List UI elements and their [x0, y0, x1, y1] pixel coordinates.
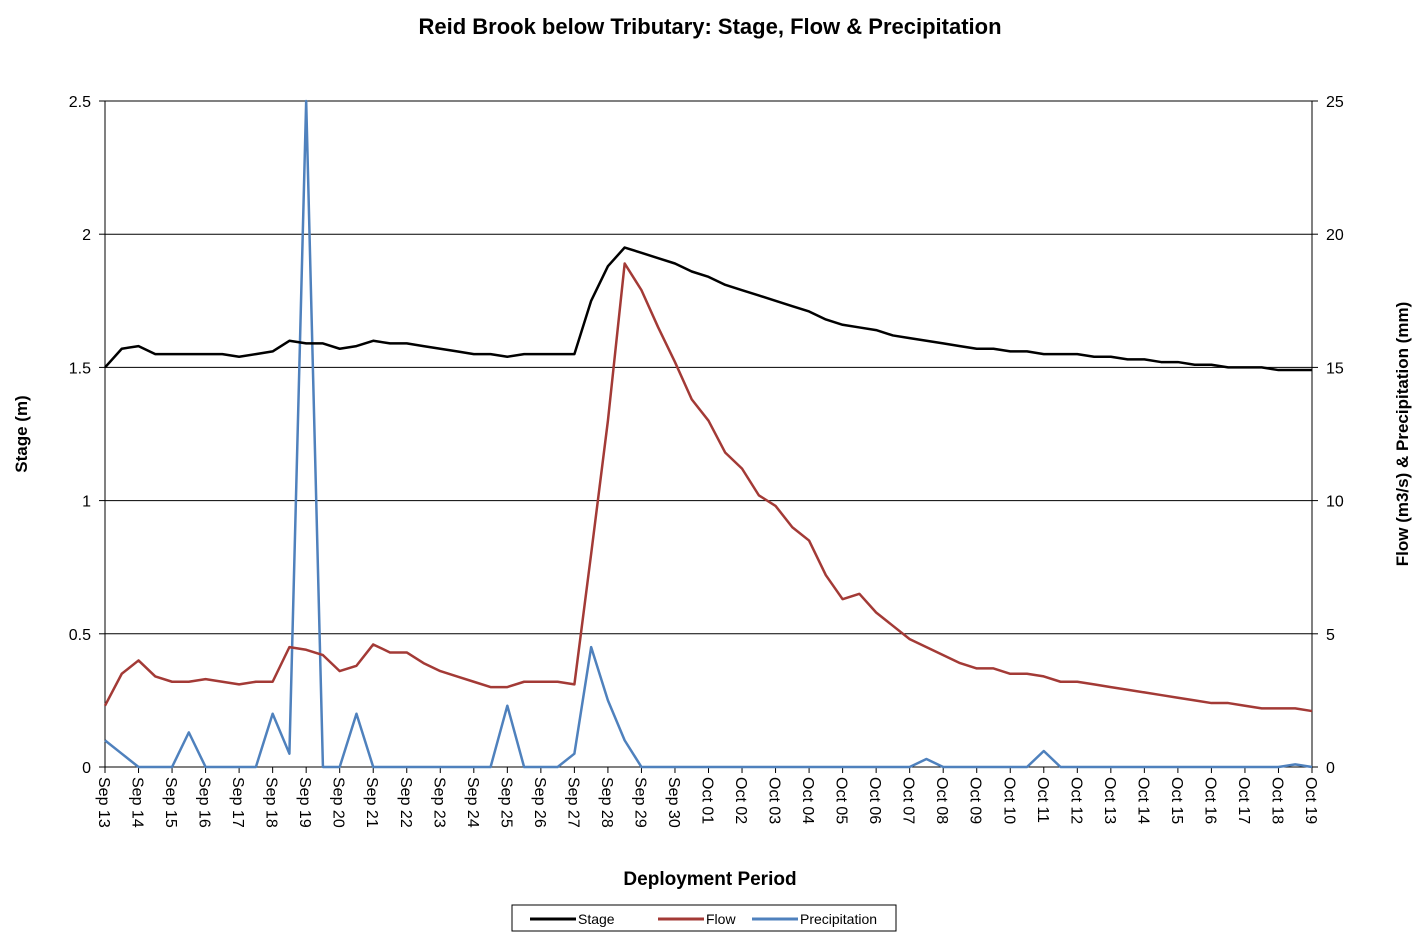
x-tick-label: Oct 01 [699, 777, 716, 824]
x-tick-label: Oct 06 [866, 777, 883, 824]
x-tick-label: Sep 29 [631, 777, 648, 828]
x-tick-label: Oct 11 [1034, 777, 1051, 823]
x-tick-label: Oct 02 [732, 777, 749, 824]
x-tick-label: Oct 10 [1000, 777, 1017, 824]
y2-tick-label: 5 [1326, 627, 1335, 644]
series-line [103, 262, 1313, 713]
y-axis-title: Stage (m) [12, 395, 31, 472]
x-tick-label: Sep 14 [129, 777, 146, 828]
x-tick-label: Sep 25 [497, 777, 514, 828]
x-tick-label: Oct 07 [900, 777, 917, 824]
y2-tick-label: 20 [1326, 227, 1344, 244]
x-tick-label: Sep 13 [95, 777, 112, 828]
x-tick-label: Oct 05 [833, 777, 850, 824]
x-tick-label: Sep 27 [564, 777, 581, 828]
x-tick-label: Sep 24 [464, 777, 481, 828]
x-tick-label: Oct 12 [1067, 777, 1084, 824]
chart-title: Reid Brook below Tributary: Stage, Flow … [418, 14, 1001, 39]
x-tick-label: Sep 30 [665, 777, 682, 828]
x-axis-title: Deployment Period [623, 869, 796, 890]
y-tick-label: 0 [82, 760, 91, 777]
x-tick-label: Oct 19 [1302, 777, 1319, 824]
x-tick-label: Sep 19 [296, 777, 313, 828]
x-tick-label: Oct 08 [933, 777, 950, 824]
y2-tick-label: 10 [1326, 494, 1344, 511]
x-tick-label: Sep 23 [430, 777, 447, 828]
y-tick-label: 2.5 [69, 94, 91, 111]
x-tick-label: Sep 28 [598, 777, 615, 828]
x-tick-label: Sep 26 [531, 777, 548, 828]
y2-tick-label: 0 [1326, 760, 1335, 777]
x-tick-label: Sep 17 [229, 777, 246, 828]
x-tick-label: Sep 21 [363, 777, 380, 828]
legend-label: Stage [578, 911, 615, 927]
x-tick-label: Sep 18 [263, 777, 280, 828]
plot-frame [104, 100, 1313, 768]
y-tick-label: 2 [82, 227, 91, 244]
y-tick-label: 1 [82, 494, 91, 511]
legend-label: Precipitation [800, 911, 877, 927]
x-tick-label: Oct 15 [1168, 777, 1185, 824]
x-tick-label: Oct 14 [1134, 777, 1151, 824]
y2-tick-label: 25 [1326, 94, 1344, 111]
x-tick-label: Sep 15 [162, 777, 179, 828]
series-line [104, 246, 1312, 372]
x-tick-label: Oct 04 [799, 777, 816, 824]
legend-label: Flow [706, 911, 736, 927]
x-tick-label: Oct 16 [1201, 777, 1218, 824]
y-tick-label: 1.5 [69, 360, 91, 377]
x-tick-label: Oct 18 [1268, 777, 1285, 824]
y2-axis-title: Flow (m3/s) & Precipitation (mm) [1393, 302, 1412, 566]
x-tick-label: Sep 16 [196, 777, 213, 828]
y-tick-label: 0.5 [69, 627, 91, 644]
x-tick-label: Sep 22 [397, 777, 414, 828]
x-tick-label: Sep 20 [330, 777, 347, 828]
x-tick-label: Oct 09 [967, 777, 984, 824]
x-tick-label: Oct 03 [766, 777, 783, 824]
series-line [104, 99, 1313, 769]
x-tick-label: Oct 13 [1101, 777, 1118, 824]
x-tick-label: Oct 17 [1235, 777, 1252, 824]
y2-tick-label: 15 [1326, 360, 1344, 377]
